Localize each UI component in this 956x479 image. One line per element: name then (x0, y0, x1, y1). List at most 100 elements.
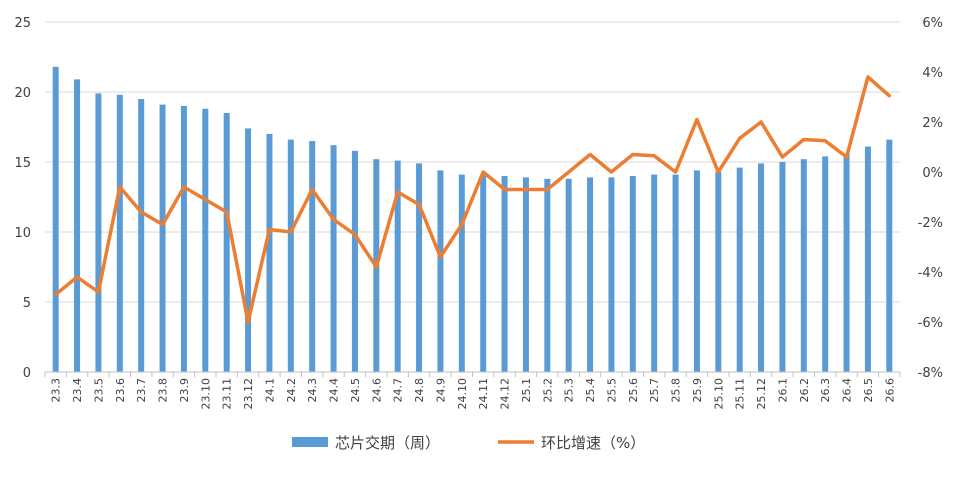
line-point (460, 223, 464, 226)
y-right-tick-label: -4% (918, 266, 943, 281)
bar (287, 139, 294, 372)
x-tick-label: 23.9 (178, 378, 191, 403)
x-tick-label: 25.8 (670, 378, 683, 403)
line-point (203, 198, 207, 201)
line-point (524, 188, 528, 191)
y-right-tick-label: 2% (922, 116, 943, 131)
x-tick-label: 25.2 (541, 378, 554, 403)
bar (800, 159, 807, 372)
legend: 芯片交期（周） 环比增速（%） (292, 434, 645, 452)
bar (480, 174, 487, 372)
bar-series (52, 66, 893, 373)
x-tick-label: 26.6 (883, 378, 896, 403)
x-tick-label: 24.8 (413, 378, 426, 403)
x-tick-label: 24.9 (434, 378, 447, 403)
x-tick-label: 24.4 (328, 378, 341, 403)
bar (629, 176, 636, 372)
bar (394, 160, 401, 372)
x-tick-label: 26.2 (798, 378, 811, 403)
line-point (503, 188, 507, 191)
x-tick-label: 23.4 (71, 378, 84, 403)
bar (437, 170, 444, 372)
line-point (332, 218, 336, 221)
bar (116, 94, 123, 373)
bar (330, 145, 337, 372)
bar (522, 177, 529, 372)
bar (180, 106, 187, 372)
bar (736, 167, 743, 372)
x-tick-label: 24.12 (499, 378, 512, 410)
line-point (802, 138, 806, 141)
line-point (823, 139, 827, 143)
line-point (353, 233, 357, 236)
line-point (118, 185, 122, 189)
line-point (96, 290, 100, 294)
bar (544, 178, 551, 372)
y-right-tick-label: -6% (918, 316, 943, 331)
x-tick-label: 24.1 (263, 378, 276, 403)
bar (202, 108, 209, 373)
x-tick-label: 25.6 (627, 378, 640, 403)
x-tick-label: 23.7 (135, 378, 148, 403)
axes: 0 5 10 15 20 25 -8% -6% -4% -2% 0% 2% 4% 6% 23.3 23.4 23… (14, 16, 943, 410)
y-left-tick-label: 25 (14, 16, 31, 31)
line-point (866, 75, 870, 79)
line-point (417, 203, 421, 206)
line-point (759, 120, 763, 124)
bar (416, 163, 423, 372)
bar (715, 171, 722, 372)
bar (822, 156, 829, 372)
line-point (674, 170, 678, 174)
line-point (75, 275, 79, 279)
y-right-tick-label: 6% (922, 16, 943, 31)
bar (779, 162, 786, 372)
x-tick-label: 23.3 (50, 378, 63, 403)
bar (52, 66, 59, 373)
line-point (609, 170, 613, 174)
x-tick-label: 25.9 (691, 378, 704, 403)
y-right-tick-label: 4% (922, 66, 943, 81)
y-left-tick-label: 15 (14, 156, 31, 171)
x-tick-label: 25.7 (648, 378, 661, 403)
x-tick-label: 23.10 (199, 378, 212, 410)
line-point (182, 185, 186, 189)
x-tick-label: 26.4 (841, 378, 854, 403)
bar (886, 139, 893, 372)
bar (608, 177, 615, 372)
line-series (53, 75, 892, 324)
bar (266, 134, 273, 372)
line-point (780, 155, 784, 159)
y-left-tick-label: 10 (14, 226, 31, 241)
x-tick-label: 25.12 (755, 378, 768, 410)
y-left-tick-label: 0 (23, 366, 31, 381)
line-point (481, 170, 485, 174)
bar (864, 146, 871, 372)
x-tick-label: 24.6 (370, 378, 383, 403)
line-point (396, 190, 400, 194)
bar (501, 176, 508, 372)
x-tick-label: 24.3 (306, 378, 319, 403)
x-tick-label: 25.5 (605, 378, 618, 403)
x-tick-label: 25.10 (712, 378, 725, 410)
x-tick-label: 24.11 (477, 378, 490, 410)
line-point (246, 320, 250, 324)
y-left-tick-label: 20 (14, 86, 31, 101)
y-right-tick-label: -8% (918, 366, 943, 381)
line-point (845, 155, 849, 159)
legend-bar-label: 芯片交期（周） (335, 434, 440, 452)
bar (672, 174, 679, 372)
bar (245, 128, 252, 372)
x-tick-label: 26.3 (819, 378, 832, 403)
x-tick-label: 23.5 (92, 378, 105, 403)
x-tick-label: 23.8 (157, 378, 170, 403)
line-point (54, 293, 58, 296)
line-point (738, 136, 742, 140)
line-point (139, 210, 143, 214)
x-tick-label: 23.6 (114, 378, 127, 403)
bar (693, 170, 700, 372)
x-tick-label: 24.7 (392, 378, 405, 403)
line-point (438, 255, 442, 259)
x-tick-label: 24.2 (285, 378, 298, 403)
legend-bar-swatch (292, 437, 328, 447)
